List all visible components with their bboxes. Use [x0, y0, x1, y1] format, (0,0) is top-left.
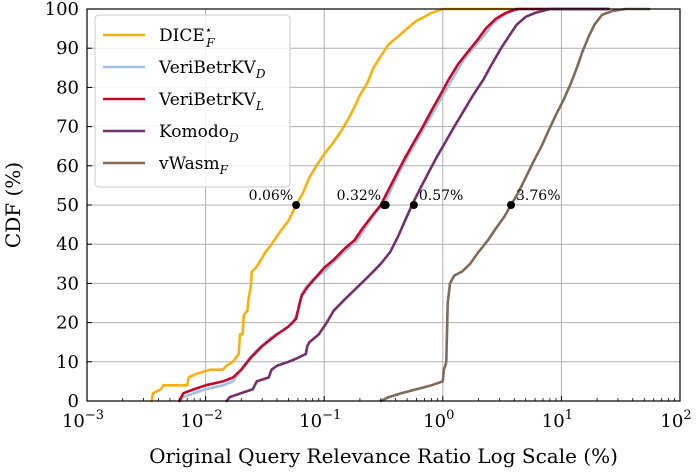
x-tick-label: 101: [542, 408, 573, 432]
y-tick-label: 40: [56, 234, 79, 255]
series-line-0: [150, 7, 610, 403]
y-tick-label: 20: [56, 313, 79, 334]
y-tick-label: 0: [68, 391, 79, 412]
legend: DICE⋆ F VeriBetrKVD VeriBetrKVL KomodoD vWasm…: [94, 14, 291, 188]
median-label: 0.06%: [249, 188, 293, 204]
median-label: 0.57%: [419, 188, 463, 204]
x-tick-label: 100: [423, 408, 454, 432]
median-label: 0.32%: [337, 188, 381, 204]
y-tick-label: 80: [56, 77, 79, 98]
y-axis-label: CDF (%): [1, 162, 25, 248]
y-tick-label: 70: [56, 117, 79, 138]
series-line-3: [225, 7, 610, 403]
series-line-4: [379, 7, 651, 403]
y-tick-label: 30: [56, 273, 79, 294]
y-tick-label: 60: [56, 156, 79, 177]
legend-label: KomodoD: [159, 122, 239, 145]
series-lines: [150, 7, 651, 403]
y-tick-label: 100: [45, 0, 79, 20]
median-marker: [507, 201, 516, 209]
legend-label: VeriBetrKVL: [158, 90, 264, 113]
median-marker: [292, 201, 301, 209]
y-tick-label: 10: [56, 352, 79, 373]
median-marker: [409, 201, 418, 209]
legend-box: [94, 14, 291, 188]
axis-ticks: 10−3 10−2 10−1 100 101 1020102030405060708090…: [45, 0, 692, 432]
x-tick-label: 102: [660, 408, 691, 432]
annotations: 0.06% 0.32% 0.57% 3.76%: [249, 188, 561, 209]
x-tick-label: 10−1: [299, 408, 341, 432]
y-tick-label: 50: [56, 195, 79, 216]
y-tick-label: 90: [56, 38, 79, 59]
x-axis-label: Original Query Relevance Ratio Log Scale…: [149, 444, 618, 468]
legend-label: DICE⋆ F: [159, 23, 215, 50]
series-line-2: [177, 7, 610, 403]
legend-label: VeriBetrKVD: [158, 58, 266, 81]
legend-label: vWasmF: [158, 154, 229, 177]
x-tick-label: 10−2: [181, 408, 223, 432]
median-marker: [381, 201, 390, 209]
median-label: 3.76%: [516, 188, 560, 204]
